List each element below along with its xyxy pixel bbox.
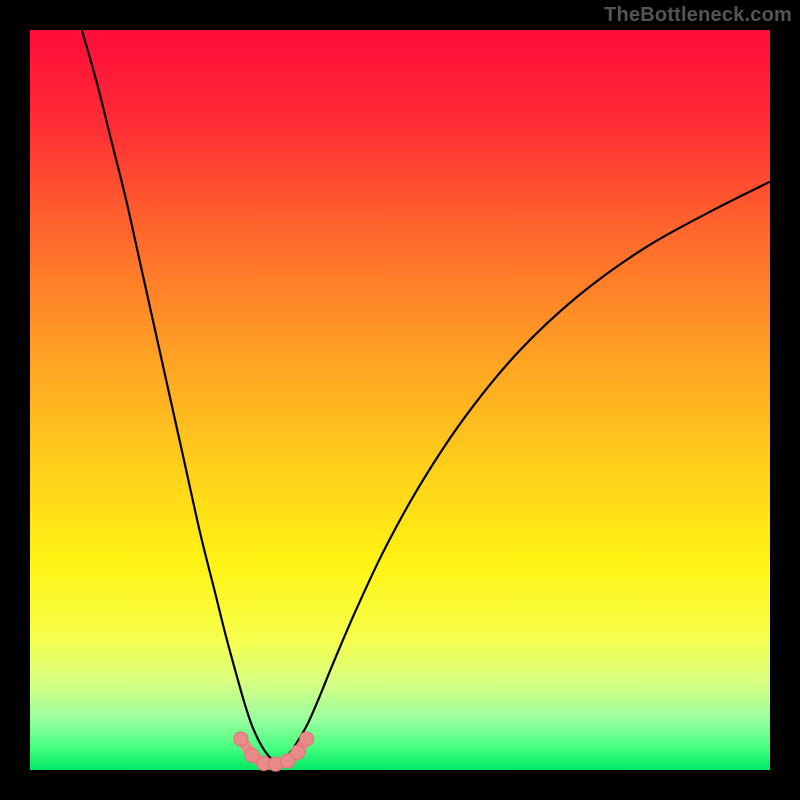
bottleneck-curve-chart [0,0,800,800]
sweet-spot-marker [234,732,248,746]
stage: TheBottleneck.com [0,0,800,800]
sweet-spot-marker [245,748,259,762]
sweet-spot-marker [300,732,314,746]
watermark-text: TheBottleneck.com [604,4,792,27]
sweet-spot-marker [291,745,305,759]
plot-background [30,30,770,770]
